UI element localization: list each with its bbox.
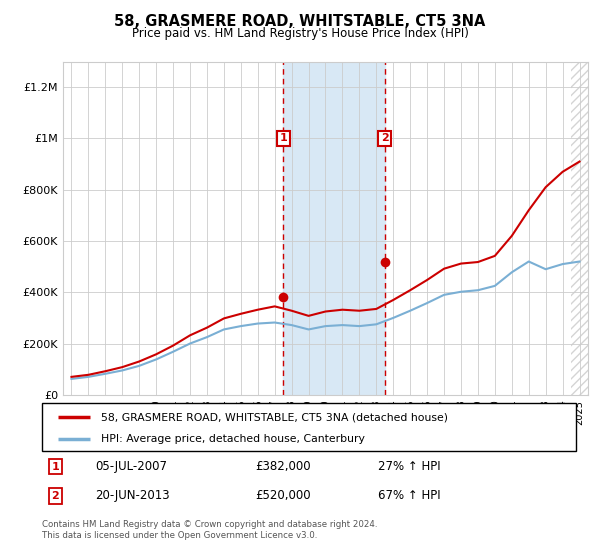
- Text: 20-JUN-2013: 20-JUN-2013: [95, 489, 170, 502]
- Text: 1: 1: [279, 133, 287, 143]
- Text: 58, GRASMERE ROAD, WHITSTABLE, CT5 3NA: 58, GRASMERE ROAD, WHITSTABLE, CT5 3NA: [115, 14, 485, 29]
- Text: 1: 1: [52, 461, 59, 472]
- Text: 27% ↑ HPI: 27% ↑ HPI: [379, 460, 441, 473]
- Text: £382,000: £382,000: [256, 460, 311, 473]
- Text: HPI: Average price, detached house, Canterbury: HPI: Average price, detached house, Cant…: [101, 434, 365, 444]
- Text: 58, GRASMERE ROAD, WHITSTABLE, CT5 3NA (detached house): 58, GRASMERE ROAD, WHITSTABLE, CT5 3NA (…: [101, 413, 448, 422]
- Text: 67% ↑ HPI: 67% ↑ HPI: [379, 489, 441, 502]
- Text: 2: 2: [381, 133, 389, 143]
- Text: Price paid vs. HM Land Registry's House Price Index (HPI): Price paid vs. HM Land Registry's House …: [131, 27, 469, 40]
- Text: 2: 2: [52, 491, 59, 501]
- Text: Contains HM Land Registry data © Crown copyright and database right 2024.
This d: Contains HM Land Registry data © Crown c…: [42, 520, 377, 540]
- Text: 05-JUL-2007: 05-JUL-2007: [95, 460, 167, 473]
- Bar: [283, 62, 385, 395]
- Text: £520,000: £520,000: [256, 489, 311, 502]
